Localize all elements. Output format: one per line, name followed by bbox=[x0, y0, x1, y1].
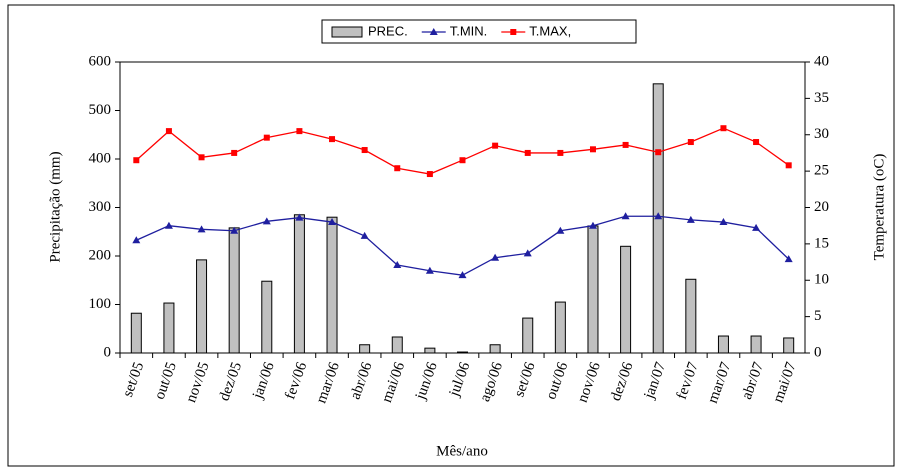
marker bbox=[492, 142, 499, 149]
y2-tick-label: 10 bbox=[814, 272, 829, 288]
bar bbox=[196, 259, 208, 354]
y2-tick-label: 25 bbox=[814, 163, 829, 179]
frame bbox=[7, 4, 895, 467]
marker bbox=[785, 162, 792, 169]
bar bbox=[293, 214, 305, 354]
bar bbox=[130, 312, 142, 354]
bar bbox=[424, 347, 436, 354]
marker bbox=[132, 236, 141, 244]
bar bbox=[587, 225, 599, 354]
marker bbox=[458, 271, 467, 279]
y-tick-label: 100 bbox=[89, 296, 112, 312]
marker bbox=[687, 139, 694, 146]
marker bbox=[425, 266, 434, 274]
x-axis-title: Mês/ano bbox=[436, 443, 488, 459]
bar bbox=[717, 335, 729, 354]
marker bbox=[231, 149, 238, 156]
bar bbox=[359, 344, 371, 354]
marker bbox=[329, 136, 336, 143]
y2-tick-label: 20 bbox=[814, 199, 829, 215]
marker bbox=[784, 255, 793, 263]
marker bbox=[589, 146, 596, 153]
marker bbox=[720, 125, 727, 132]
marker bbox=[263, 134, 270, 141]
bar bbox=[783, 337, 795, 354]
y2-tick-label: 40 bbox=[814, 53, 829, 69]
marker bbox=[622, 141, 629, 148]
legend-marker bbox=[510, 29, 517, 35]
bar bbox=[685, 278, 697, 354]
marker bbox=[426, 171, 433, 178]
marker bbox=[164, 221, 173, 229]
marker bbox=[328, 218, 337, 226]
bar bbox=[163, 302, 175, 354]
legend bbox=[321, 19, 637, 44]
marker bbox=[198, 154, 205, 161]
bar bbox=[489, 344, 501, 354]
legend-label: PREC. bbox=[368, 23, 408, 38]
legend-marker bbox=[429, 28, 438, 35]
marker bbox=[393, 260, 402, 268]
marker bbox=[459, 157, 466, 164]
marker bbox=[491, 253, 500, 261]
marker bbox=[557, 149, 564, 156]
marker bbox=[686, 215, 695, 223]
marker bbox=[621, 212, 630, 220]
marker bbox=[654, 212, 663, 220]
marker bbox=[262, 217, 271, 225]
y-tick-label: 500 bbox=[89, 102, 112, 118]
bar bbox=[522, 317, 534, 354]
bar bbox=[620, 245, 632, 354]
y2-tick-label: 5 bbox=[814, 308, 822, 324]
y-tick-label: 200 bbox=[89, 247, 112, 263]
y2-tick-label: 15 bbox=[814, 235, 829, 251]
marker bbox=[197, 225, 206, 233]
y-axis-title: Precipitação (mm) bbox=[47, 151, 63, 262]
marker bbox=[719, 218, 728, 226]
y2-axis-title: Temperatura (oC) bbox=[871, 154, 887, 261]
marker bbox=[361, 147, 368, 154]
legend-label: T.MAX, bbox=[529, 23, 571, 38]
bar bbox=[750, 335, 762, 354]
legend-swatch bbox=[331, 26, 363, 38]
y2-tick-label: 0 bbox=[814, 344, 822, 360]
marker bbox=[133, 157, 140, 164]
marker bbox=[655, 149, 662, 156]
marker bbox=[556, 226, 565, 234]
marker bbox=[165, 128, 172, 135]
bar bbox=[326, 216, 338, 354]
marker bbox=[295, 213, 304, 221]
marker bbox=[753, 139, 760, 146]
marker bbox=[230, 226, 239, 234]
bar bbox=[261, 280, 273, 354]
y-tick-label: 0 bbox=[104, 344, 112, 360]
legend-label: T.MIN. bbox=[450, 23, 488, 38]
marker bbox=[523, 249, 532, 257]
y-tick-label: 600 bbox=[89, 53, 112, 69]
marker bbox=[296, 128, 303, 135]
bar bbox=[228, 227, 240, 354]
bar bbox=[391, 336, 403, 354]
marker bbox=[360, 231, 369, 239]
y2-tick-label: 30 bbox=[814, 126, 829, 142]
y-tick-label: 400 bbox=[89, 150, 112, 166]
y-tick-label: 300 bbox=[89, 199, 112, 215]
marker bbox=[524, 149, 531, 156]
bar bbox=[457, 351, 468, 354]
marker bbox=[752, 223, 761, 231]
marker bbox=[588, 221, 597, 229]
marker bbox=[394, 165, 401, 172]
bar bbox=[554, 301, 566, 354]
y2-tick-label: 35 bbox=[814, 90, 829, 106]
